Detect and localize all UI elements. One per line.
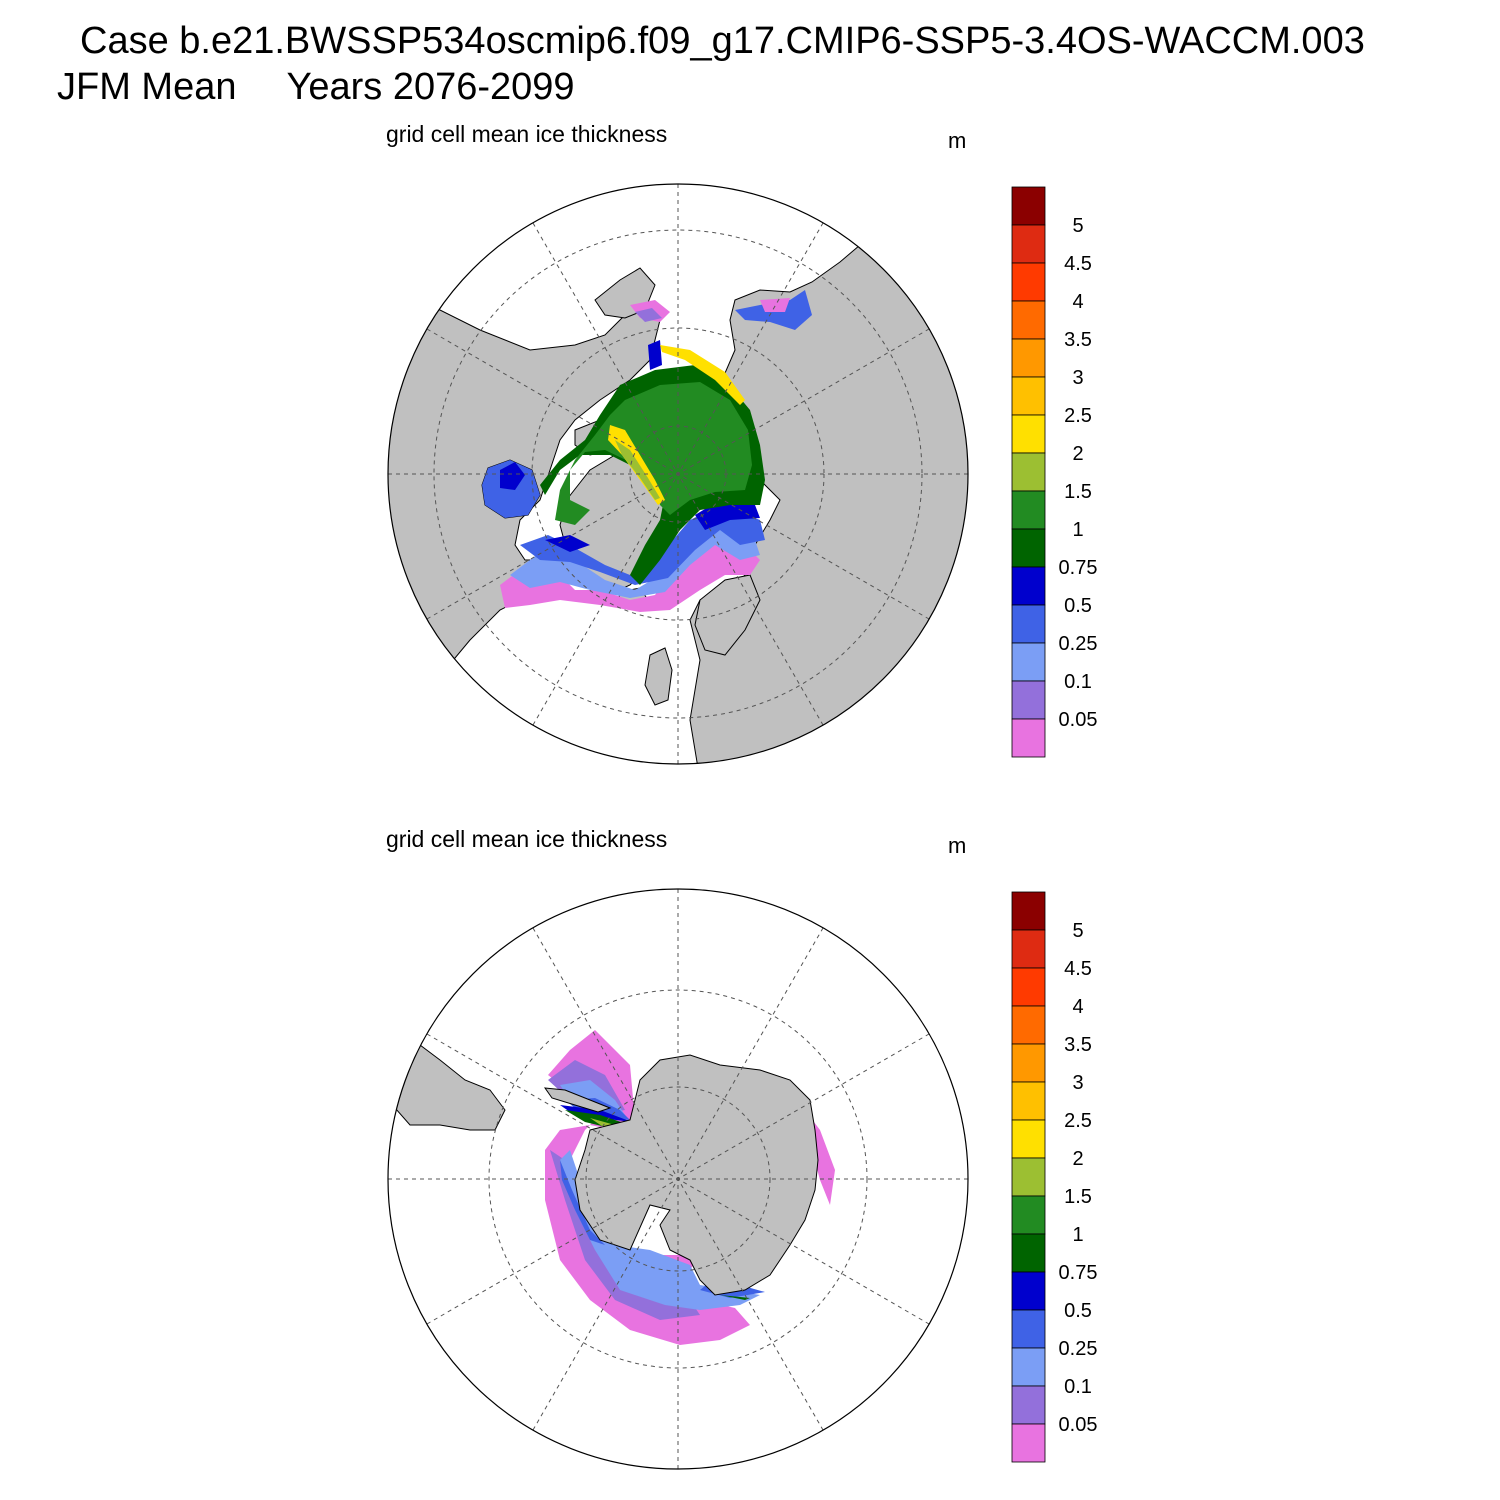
north-colorbar-label: 5 [1072, 215, 1083, 237]
south-colorbar-box [1011, 1385, 1046, 1425]
north-colorbar-label: 0.75 [1059, 557, 1098, 579]
scandinavia-land [694, 574, 761, 656]
south-colorbar-label: 0.1 [1064, 1376, 1092, 1398]
south-colorbar-box [1011, 1309, 1046, 1349]
south-colorbar-box [1011, 929, 1046, 969]
south-ice-purple [548, 1060, 700, 1320]
south-colorbar-label: 1 [1072, 1224, 1083, 1246]
south-colorbar-label: 0.5 [1064, 1300, 1092, 1322]
north-colorbar-box [1011, 604, 1046, 644]
north-ice-blue [482, 460, 765, 585]
north-colorbar-label: 2 [1072, 443, 1083, 465]
south-panel-title: grid cell mean ice thickness [386, 826, 668, 852]
south-colorbar-box [1011, 967, 1046, 1007]
antarctic-peninsula [543, 1087, 612, 1113]
south-colorbar-label: 0.75 [1059, 1262, 1098, 1284]
south-colorbar-label: 3 [1072, 1072, 1083, 1094]
north-polar-map [387, 183, 969, 765]
south-colorbar-box [1011, 1081, 1046, 1121]
north-graticule [388, 184, 968, 764]
north-panel-title: grid cell mean ice thickness [386, 121, 668, 147]
south-colorbar: 5 4.5 4 3.5 3 2.5 2 1.5 1 0.75 0.5 0.25 0.1 0.05 [1011, 891, 1098, 1463]
south-units-label: m [948, 833, 967, 858]
antarctica-land [574, 1054, 819, 1296]
north-colorbar-box [1011, 338, 1046, 378]
north-colorbar-box [1011, 414, 1046, 454]
north-ice-green [555, 382, 752, 525]
south-colorbar-box [1011, 1347, 1046, 1387]
north-colorbar-label: 1.5 [1064, 481, 1092, 503]
south-colorbar-label: 2 [1072, 1148, 1083, 1170]
north-colorbar-label: 2.5 [1064, 405, 1092, 427]
south-colorbar-label: 1.5 [1064, 1186, 1092, 1208]
south-colorbar-box [1011, 1119, 1046, 1159]
south-colorbar-box [1011, 1233, 1046, 1273]
north-colorbar-label: 1 [1072, 519, 1083, 541]
north-colorbar-box [1011, 186, 1046, 226]
north-colorbar-label: 3 [1072, 367, 1083, 389]
south-colorbar-box [1011, 1271, 1046, 1311]
north-map-border [387, 183, 969, 765]
south-colorbar-label: 3.5 [1064, 1034, 1092, 1056]
north-colorbar-label: 4.5 [1064, 253, 1092, 275]
south-polar-map [387, 888, 969, 1470]
north-colorbar: 5 4.5 4 3.5 3 2.5 2 1.5 1 0.75 0.5 0.25 0.1 0.05 [1011, 186, 1098, 758]
south-colorbar-label: 2.5 [1064, 1110, 1092, 1132]
south-colorbar-label: 4 [1072, 996, 1083, 1018]
north-colorbar-label: 3.5 [1064, 329, 1092, 351]
years-label: Years 2076-2099 [286, 66, 575, 108]
north-colorbar-box [1011, 224, 1046, 264]
north-colorbar-box [1011, 528, 1046, 568]
south-ice-dark-blue [560, 1105, 632, 1122]
south-colorbar-box [1011, 1157, 1046, 1197]
north-colorbar-box [1011, 300, 1046, 340]
north-colorbar-label: 0.25 [1059, 633, 1098, 655]
uk-land [644, 647, 673, 706]
south-colorbar-box [1011, 891, 1046, 931]
south-colorbar-label: 4.5 [1064, 958, 1092, 980]
north-ice-yellow [608, 345, 745, 505]
north-colorbar-label: 0.5 [1064, 595, 1092, 617]
north-colorbar-box [1011, 262, 1046, 302]
south-colorbar-box [1011, 1005, 1046, 1045]
north-colorbar-box [1011, 452, 1046, 492]
south-colorbar-label: 5 [1072, 920, 1083, 942]
south-colorbar-label: 0.05 [1059, 1414, 1098, 1436]
north-colorbar-label: 0.05 [1059, 709, 1098, 731]
north-colorbar-box [1011, 376, 1046, 416]
north-ice-olive [615, 440, 660, 500]
north-ice-bering [635, 308, 662, 322]
north-colorbar-box [1011, 680, 1046, 720]
north-colorbar-box [1011, 642, 1046, 682]
south-colorbar-label: 0.25 [1059, 1338, 1098, 1360]
north-colorbar-label: 4 [1072, 291, 1083, 313]
north-colorbar-box [1011, 566, 1046, 606]
north-colorbar-box [1011, 490, 1046, 530]
north-colorbar-box [1011, 718, 1046, 758]
season-label: JFM Mean [57, 66, 237, 108]
south-map-border [387, 888, 969, 1470]
north-ice-bering-pink [630, 298, 790, 322]
south-colorbar-box [1011, 1423, 1046, 1463]
period-subtitle: JFM Mean Years 2076-2099 [57, 66, 575, 109]
south-colorbar-box [1011, 1195, 1046, 1235]
case-title: Case b.e21.BWSSP534oscmip6.f09_g17.CMIP6… [80, 20, 1365, 62]
north-colorbar-label: 0.1 [1064, 671, 1092, 693]
south-graticule [388, 889, 968, 1469]
south-colorbar-box [1011, 1043, 1046, 1083]
north-units-label: m [948, 128, 967, 153]
south-ice-light-blue [560, 1080, 760, 1310]
